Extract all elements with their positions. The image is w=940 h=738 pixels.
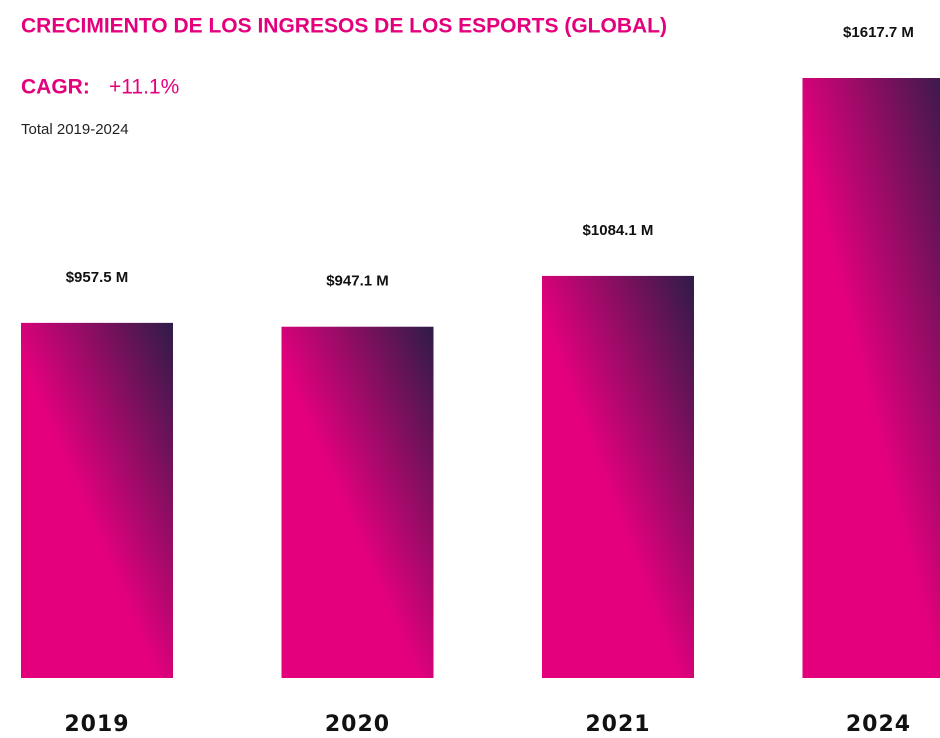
value-label: $1617.7 M [843, 24, 914, 41]
value-label: $957.5 M [66, 269, 129, 286]
bar [542, 275, 694, 678]
x-tick-label: 2020 [325, 712, 390, 737]
cagr-label: CAGR: [21, 76, 90, 99]
x-tick-label: 2024 [846, 712, 911, 737]
subtitle: Total 2019-2024 [21, 121, 129, 138]
bar [281, 326, 434, 678]
value-label: $1084.1 M [583, 222, 654, 239]
bar [802, 78, 940, 678]
chart-title: CRECIMIENTO DE LOS INGRESOS DE LOS ESPOR… [21, 15, 667, 38]
value-label: $947.1 M [326, 273, 389, 290]
x-tick-label: 2021 [585, 712, 650, 737]
bar [21, 322, 173, 678]
cagr-value: +11.1% [109, 76, 179, 99]
x-tick-label: 2019 [64, 712, 129, 737]
